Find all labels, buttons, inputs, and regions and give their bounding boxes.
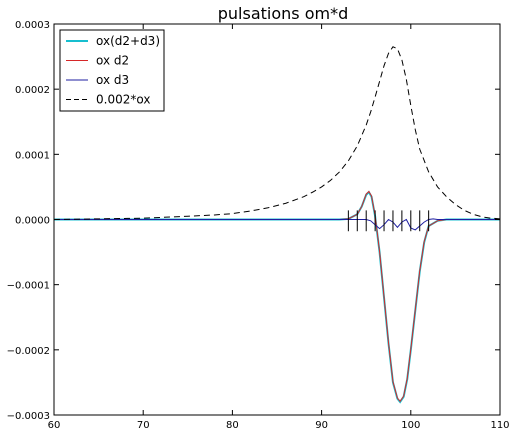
y-tick-label-0: −0.0003 [7, 411, 50, 422]
x-tick-label-4: 100 [401, 420, 420, 431]
legend-label-1: ox d2 [96, 54, 129, 68]
y-tick-label-4: 0.0001 [15, 150, 50, 161]
x-tick-label-3: 90 [315, 420, 328, 431]
y-tick-label-3: 0.0000 [15, 216, 50, 227]
x-tick-label-1: 70 [137, 420, 150, 431]
chart-title: pulsations om*d [218, 4, 348, 23]
legend-label-0: ox(d2+d3) [96, 34, 160, 48]
y-tick-label-6: 0.0003 [15, 20, 50, 31]
y-tick-label-1: −0.0002 [7, 346, 50, 357]
x-tick-label-5: 110 [490, 420, 509, 431]
legend-label-3: 0.002*ox [96, 93, 150, 107]
y-tick-label-5: 0.0002 [15, 85, 50, 96]
legend: ox(d2+d3) ox d2 ox d3 0.002*ox [60, 30, 164, 111]
x-tick-label-2: 80 [226, 420, 239, 431]
y-tick-label-2: −0.0001 [7, 281, 50, 292]
legend-label-2: ox d3 [96, 73, 129, 87]
series-line-1 [54, 191, 500, 401]
